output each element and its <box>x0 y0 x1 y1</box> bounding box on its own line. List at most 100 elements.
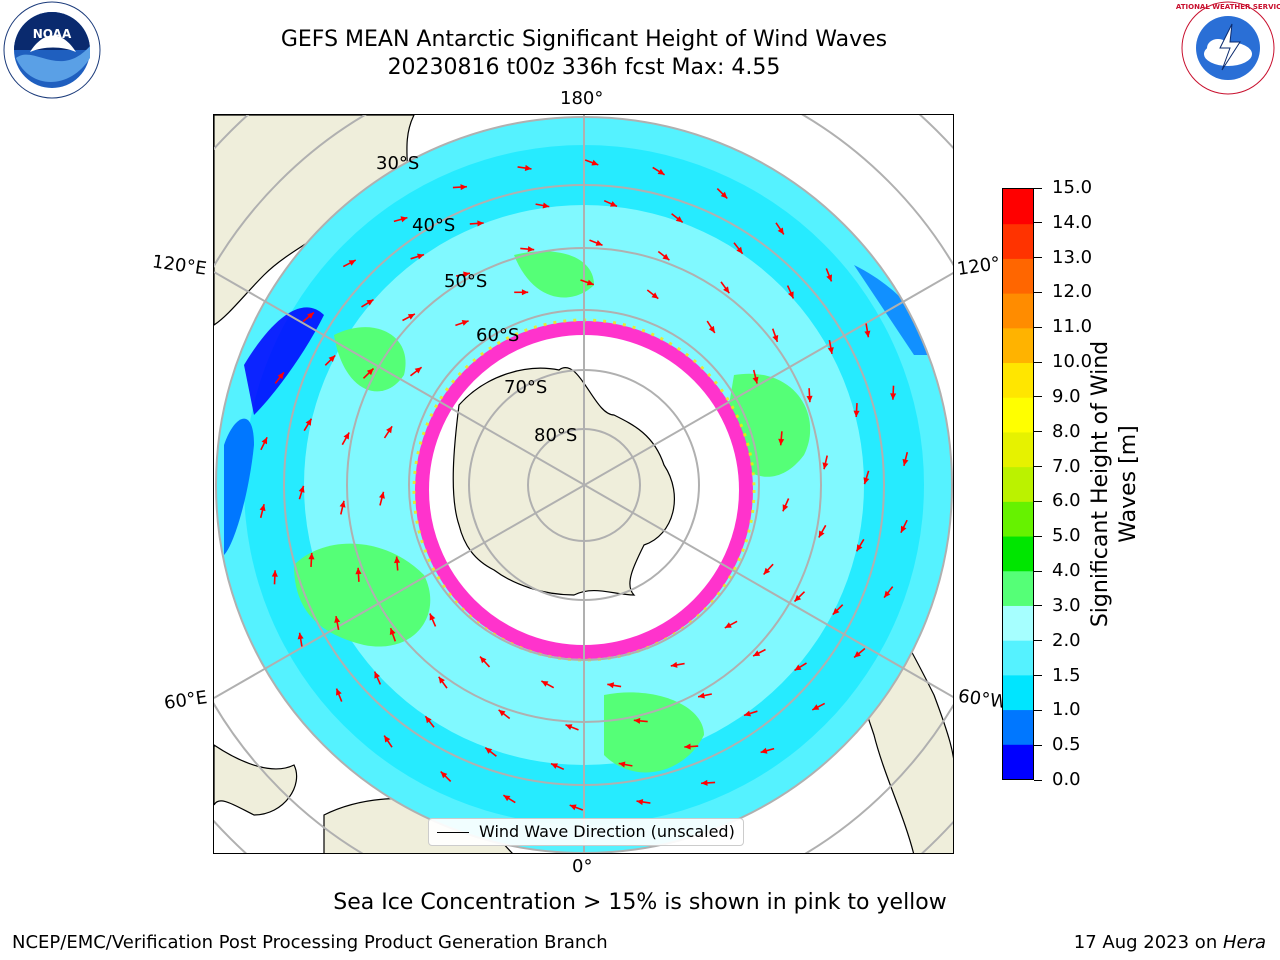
colorbar-tick-label: 9.0 <box>1052 385 1081 407</box>
wave-arrow-head <box>379 491 385 499</box>
colorbar-tick-label: 10.0 <box>1052 351 1093 373</box>
lon-label-120e: 120°E <box>150 251 208 280</box>
wave-arrow-head <box>440 771 448 779</box>
colorbar-band <box>1003 674 1033 711</box>
wave-arrow-head <box>806 395 813 403</box>
colorbar-tick <box>1034 257 1042 259</box>
svg-text:NATIONAL WEATHER SERVICE: NATIONAL WEATHER SERVICE <box>1176 3 1280 11</box>
wave-arrow-head <box>429 613 436 621</box>
wave-arrow-head <box>485 747 493 754</box>
wave-arrow-head <box>460 184 467 191</box>
map-panel: 30°S 40°S 50°S 60°S 70°S 80°S <box>213 114 954 854</box>
wave-arrow-head <box>610 201 617 207</box>
map-legend: Wind Wave Direction (unscaled) <box>428 818 744 846</box>
wave-arrow-head <box>777 227 784 235</box>
colorbar-tick-label: 7.0 <box>1052 455 1081 477</box>
wave-arrow-head <box>832 608 840 615</box>
wave-arrow-head <box>551 763 558 769</box>
title-line-1: GEFS MEAN Antarctic Significant Height o… <box>280 27 888 52</box>
wave-arrow-head <box>812 704 820 710</box>
colorbar-tick-label: 3.0 <box>1052 594 1081 616</box>
colorbar-tick-label: 13.0 <box>1052 246 1093 268</box>
colorbar-band <box>1003 501 1033 537</box>
colorbar-tick <box>1034 222 1042 224</box>
wave-arrow-head <box>480 656 487 664</box>
lon-label-180: 180° <box>560 88 604 109</box>
colorbar-tick <box>1034 744 1042 746</box>
wave-arrow-head <box>407 313 415 320</box>
wind-wave-arrows <box>259 159 909 811</box>
wave-arrow-head <box>618 761 626 768</box>
wave-arrow-head <box>334 616 341 623</box>
wave-arrow-head <box>902 458 909 466</box>
title-line-2: 20230816 t00z 336h fcst Max: 4.55 <box>387 55 781 80</box>
colorbar-tick-label: 2.0 <box>1052 629 1081 651</box>
colorbar-tick <box>1034 291 1042 293</box>
wave-arrow-head <box>818 530 825 538</box>
wave-arrow-head <box>782 504 789 512</box>
wave-arrow-head <box>461 320 469 326</box>
colorbar-tick-label: 15.0 <box>1052 177 1093 198</box>
wave-arrow-head <box>394 556 401 564</box>
wave-arrow-head <box>524 164 532 171</box>
wave-arrow-head <box>701 779 708 786</box>
wave-arrow-head <box>736 246 743 254</box>
colorbar-band <box>1003 362 1033 398</box>
colorbar-band <box>1003 258 1033 294</box>
wave-arrow-head <box>343 432 350 440</box>
colorbar-band <box>1003 744 1033 779</box>
wave-arrow-head <box>864 330 871 338</box>
colorbar-tick <box>1034 535 1042 537</box>
wave-arrow-head <box>708 325 715 333</box>
sea-ice-note: Sea Ice Concentration > 15% is shown in … <box>333 890 947 915</box>
colorbar-tick <box>1034 570 1042 572</box>
wave-arrow-head <box>675 216 683 223</box>
wave-arrow-head <box>890 393 897 400</box>
wave-arrow-head <box>900 525 907 533</box>
wave-arrow-head <box>348 260 356 266</box>
wave-arrow-head <box>386 426 393 434</box>
wave-arrow-head <box>261 437 268 445</box>
wave-arrow-head <box>607 682 615 689</box>
wave-arrow-head <box>498 709 506 717</box>
colorbar-tick-label: 8.0 <box>1052 420 1081 442</box>
colorbar-tick-label: 0.5 <box>1052 734 1081 756</box>
wave-arrow-head <box>586 279 594 286</box>
colorbar-title: Significant Height of Wind Waves [m] <box>1087 341 1143 627</box>
nws-logo: NATIONAL WEATHER SERVICE <box>1176 1 1280 95</box>
wave-arrow-head <box>684 743 691 750</box>
wave-arrow-head <box>760 747 768 754</box>
svg-text:NOAA: NOAA <box>33 27 72 41</box>
wave-arrow-head <box>366 299 374 306</box>
wave-arrow-head <box>827 347 834 354</box>
colorbar-tick-label: 0.0 <box>1052 769 1081 790</box>
colorbar-band <box>1003 605 1033 641</box>
wave-arrow-head <box>259 504 266 512</box>
wave-arrow-head <box>794 664 802 671</box>
wave-arrow-head <box>389 628 396 635</box>
wave-arrow-head <box>541 681 549 687</box>
colorbar-tick <box>1034 709 1042 711</box>
colorbar-tick <box>1034 326 1042 328</box>
wave-arrow-head <box>651 292 659 299</box>
colorbar <box>1002 188 1034 780</box>
wave-arrow-head <box>723 286 730 294</box>
wave-arrow-head <box>425 716 432 724</box>
wave-arrow-head <box>400 216 408 223</box>
lat-label-50s: 50°S <box>444 271 487 292</box>
colorbar-tick-label: 1.0 <box>1052 699 1081 721</box>
lat-label-30s: 30°S <box>376 153 419 174</box>
colorbar-band <box>1003 327 1033 364</box>
wave-arrow-head <box>863 477 870 485</box>
wave-arrow-head <box>662 253 670 261</box>
polar-map: 30°S 40°S 50°S 60°S 70°S 80°S <box>214 115 953 853</box>
colorbar-tick <box>1034 466 1042 468</box>
colorbar-band <box>1003 466 1033 502</box>
wave-arrow-head <box>298 485 305 493</box>
wave-arrow-head <box>698 692 705 699</box>
lat-label-60s: 60°S <box>476 325 519 346</box>
colorbar-title-line-2: Waves [m] <box>1116 425 1141 543</box>
wave-arrow-head <box>339 500 346 508</box>
wave-arrow-head <box>794 594 802 602</box>
noaa-logo: NOAA <box>3 1 101 99</box>
